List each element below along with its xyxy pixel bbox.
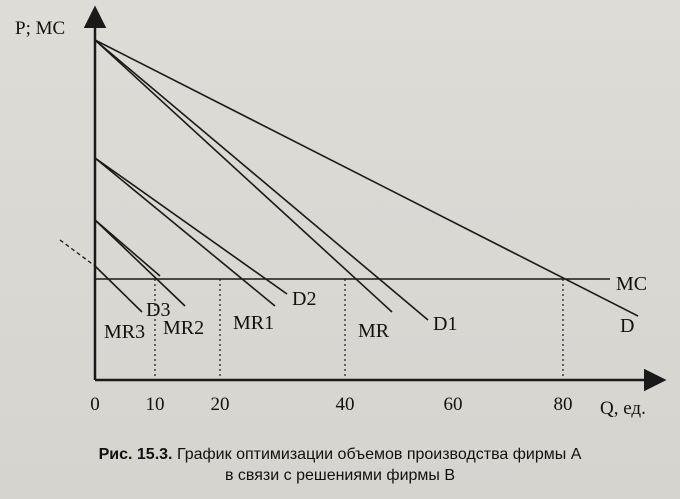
d2-label: D2 — [292, 288, 316, 310]
d-curve — [94, 39, 639, 317]
caption-prefix: Рис. 15.3. — [98, 446, 173, 463]
d3-label: D3 — [146, 299, 170, 321]
d1-label: D1 — [433, 313, 457, 335]
d1-curve — [94, 39, 429, 321]
optimization-diagram: P; MC Q, ед. 0 10 20 40 60 80 MC D D1 D2… — [15, 5, 667, 419]
caption-text-2: в связи с решениями фирмы В — [224, 467, 456, 484]
y-axis-label: P; MC — [15, 18, 65, 39]
mr3-label: MR3 — [104, 321, 145, 343]
mr1-curve — [94, 157, 276, 307]
x-tick-60: 60 — [444, 394, 463, 415]
mr-curve — [94, 39, 393, 313]
d-label: D — [620, 315, 634, 337]
x-tick-20: 20 — [211, 394, 230, 415]
x-tick-80: 80 — [554, 394, 573, 415]
mc-label: MC — [616, 273, 647, 295]
mr1-label: MR1 — [233, 312, 274, 334]
x-axis-label: Q, ед. — [600, 398, 646, 419]
x-tick-40: 40 — [336, 394, 355, 415]
mr2-label: MR2 — [163, 317, 204, 339]
caption-text-1: График оптимизации объемов производства … — [176, 446, 582, 463]
x-tick-10: 10 — [146, 394, 165, 415]
figure-caption-line1: Рис. 15.3. График оптимизации объемов пр… — [0, 446, 680, 464]
mr2-curve — [94, 219, 186, 307]
dashed-extension — [59, 239, 96, 267]
mr3-curve — [94, 265, 143, 313]
d2-curve — [94, 157, 288, 295]
x-tick-0: 0 — [90, 394, 100, 415]
mr-label: MR — [358, 320, 390, 342]
figure-caption-line2: в связи с решениями фирмы В — [0, 467, 680, 485]
